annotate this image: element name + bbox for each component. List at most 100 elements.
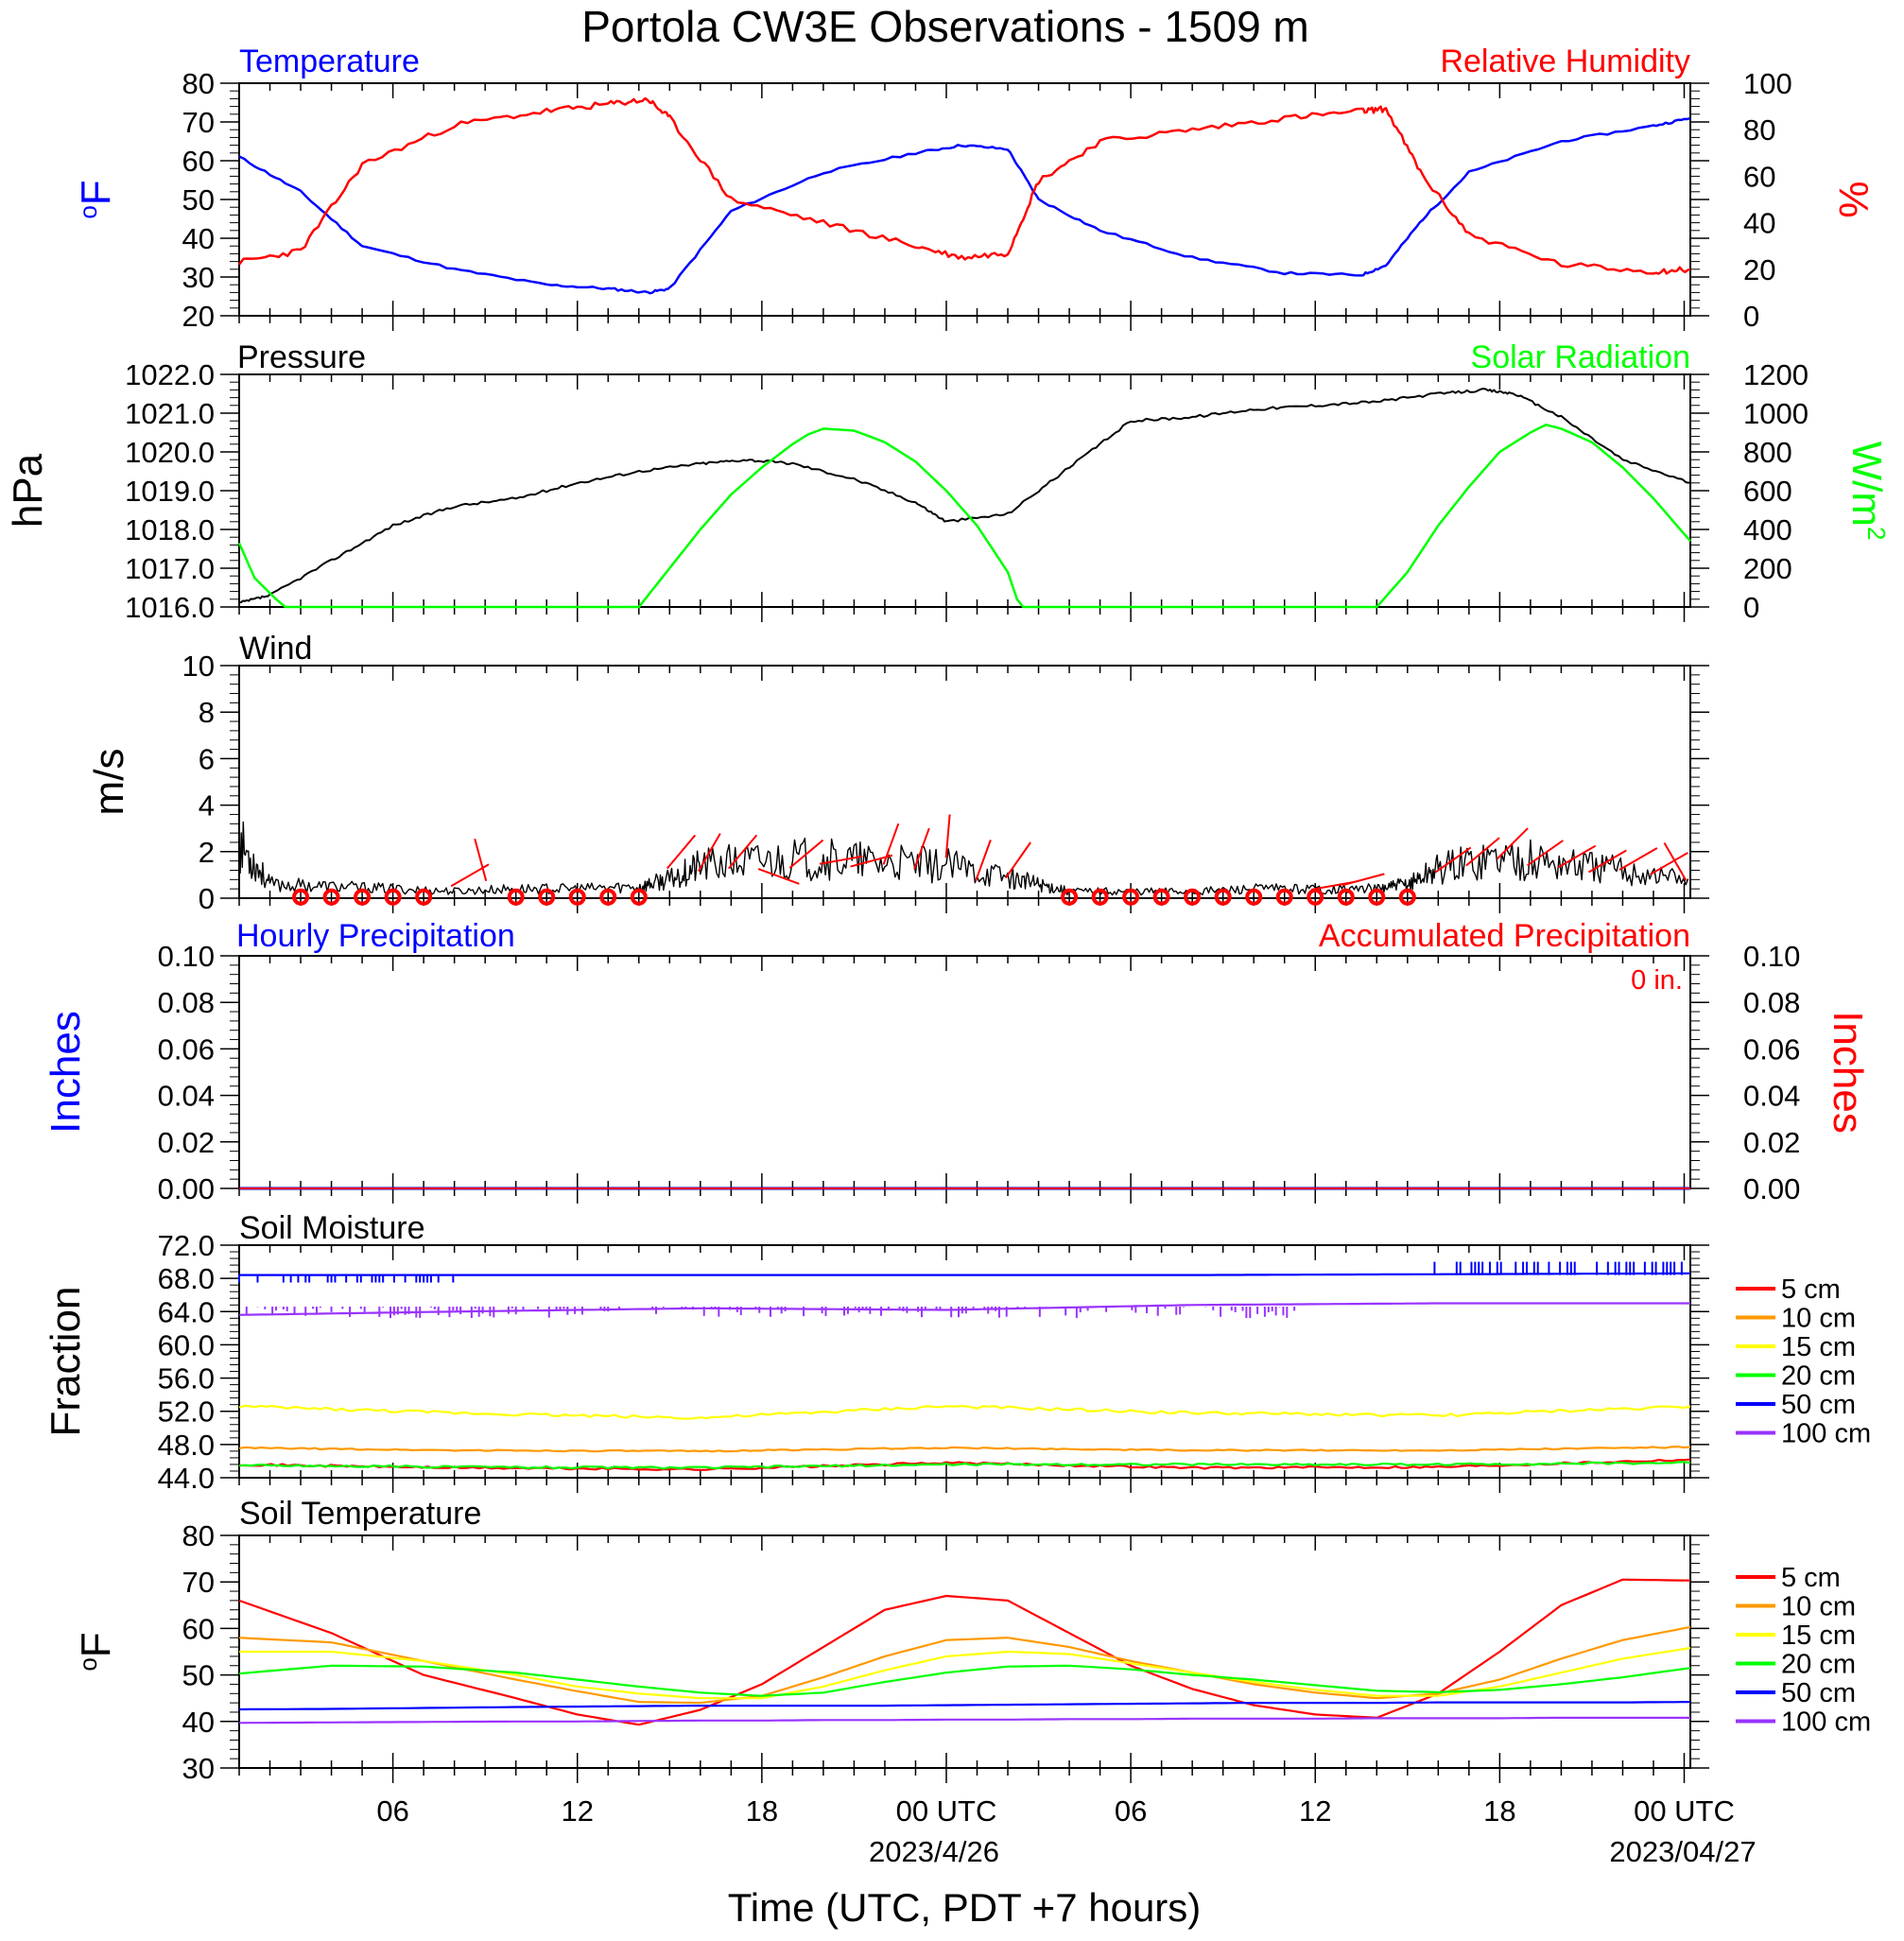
temp-y-label: 50 xyxy=(182,183,215,217)
wind-barb xyxy=(474,839,488,881)
calm-wind-marker xyxy=(384,888,402,906)
calm-wind-marker xyxy=(292,888,310,906)
soiltemp-y-label: 70 xyxy=(182,1566,215,1599)
legend-label: 5 cm xyxy=(1781,1274,1841,1305)
solar-y-label: 1000 xyxy=(1743,397,1809,430)
wind-barb xyxy=(666,834,697,870)
moisture-y-label: 60.0 xyxy=(158,1328,215,1361)
solar-radiation-line xyxy=(237,424,1691,609)
soil-temp-line-20cm xyxy=(238,1664,1691,1697)
degree-symbol-o: o xyxy=(74,205,102,218)
wind-y-label: 4 xyxy=(199,789,215,823)
wind-barb xyxy=(728,834,758,870)
panel-right-title: Accumulated Precipitation xyxy=(1319,918,1690,954)
pressure-y-label: 1018.0 xyxy=(125,513,215,546)
wind-barb xyxy=(882,823,900,865)
panel-soil-moisture: Soil Moisture Fraction xyxy=(43,1210,1691,1479)
panel-soil-temperature: Soil Temperature oF xyxy=(73,1496,1691,1769)
plot-frame xyxy=(238,665,1691,899)
wind-barb xyxy=(1618,847,1658,871)
calm-wind-marker xyxy=(630,888,648,906)
calm-wind-marker xyxy=(1245,888,1263,906)
calm-wind-marker xyxy=(1091,888,1109,906)
temp-y-label: 40 xyxy=(182,222,215,255)
solar-y-label: 800 xyxy=(1743,436,1792,469)
moisture-y-label: 48.0 xyxy=(158,1429,215,1462)
x-tick-label: 18 xyxy=(746,1794,778,1828)
panel-left-title: Pressure xyxy=(237,339,366,375)
pressure-y-label: 1019.0 xyxy=(125,475,215,508)
legend-label: 10 cm xyxy=(1781,1592,1856,1622)
legend-label: 10 cm xyxy=(1781,1304,1856,1334)
date-label-2: 2023/04/27 xyxy=(1609,1835,1756,1868)
x-tick-label: 18 xyxy=(1483,1794,1515,1828)
calm-wind-marker xyxy=(507,888,525,906)
figure-title: Portola CW3E Observations - 1509 m xyxy=(581,2,1309,51)
y-axis-label-left: m/s xyxy=(86,749,132,816)
wind-barb xyxy=(1341,873,1385,887)
wind-barb xyxy=(1004,841,1031,879)
calm-wind-marker xyxy=(354,888,372,906)
soil-moisture-line-5cm xyxy=(238,1458,1691,1471)
wind-barb xyxy=(1663,841,1688,881)
x-tick-label: 12 xyxy=(561,1794,593,1828)
soil-temp-line-100cm xyxy=(238,1716,1690,1724)
soil-moisture-line-50cm xyxy=(239,1272,1690,1276)
plot-frame xyxy=(238,373,1691,608)
pressure-y-label: 1016.0 xyxy=(125,591,215,624)
calm-wind-marker xyxy=(1307,888,1324,906)
soil-moisture-line-15cm xyxy=(238,1404,1691,1420)
soiltemp-y-label: 30 xyxy=(182,1752,215,1785)
wind-barb xyxy=(944,814,951,858)
pressure-line xyxy=(238,388,1691,604)
moisture-y-label: 56.0 xyxy=(158,1362,215,1395)
accumulated-total: 0 in. xyxy=(1631,965,1683,996)
moisture-y-label: 64.0 xyxy=(158,1295,215,1328)
y-axis-label-right: Inches xyxy=(1825,1011,1871,1134)
wind-barb xyxy=(1527,840,1564,867)
calm-wind-marker xyxy=(1184,888,1202,906)
humidity-line xyxy=(238,96,1691,275)
calm-wind-marker xyxy=(322,888,340,906)
x-axis-title: Time (UTC, PDT +7 hours) xyxy=(728,1885,1202,1930)
panel-left-title: Soil Moisture xyxy=(239,1210,425,1246)
accum-y-label: 0.04 xyxy=(1743,1080,1800,1113)
y-axis-label-left: Fraction xyxy=(43,1287,89,1437)
panel-right-title: Relative Humidity xyxy=(1440,43,1690,79)
rh-y-label: 20 xyxy=(1743,253,1775,286)
wind-barb xyxy=(1557,844,1597,869)
y-axis-label-left: oF xyxy=(73,1632,119,1671)
x-tick-label: 06 xyxy=(1115,1794,1147,1828)
plot-frame xyxy=(238,955,1691,1189)
legend-label: 50 cm xyxy=(1781,1390,1856,1420)
legend-label: 20 cm xyxy=(1781,1650,1856,1680)
pressure-y-label: 1017.0 xyxy=(125,552,215,585)
solar-y-label: 1200 xyxy=(1743,358,1809,391)
legend-label: 100 cm xyxy=(1781,1419,1871,1449)
calm-wind-marker xyxy=(1061,888,1079,906)
rh-y-label: 60 xyxy=(1743,160,1775,193)
precip-y-label: 0.08 xyxy=(158,986,215,1019)
precip-y-label: 0.00 xyxy=(158,1172,215,1205)
y-axis-label-left: oF xyxy=(73,180,119,218)
wind-barb xyxy=(1496,827,1529,860)
panel-left-title: Wind xyxy=(239,631,312,667)
accum-y-label: 0.00 xyxy=(1743,1172,1800,1205)
legend-label: 100 cm xyxy=(1781,1707,1871,1738)
plot-frame xyxy=(238,1534,1691,1769)
calm-wind-marker xyxy=(1368,888,1386,906)
rh-y-label: 0 xyxy=(1743,300,1759,333)
unit-letter: F xyxy=(73,1632,119,1657)
calm-wind-marker xyxy=(538,888,556,906)
solar-y-label: 200 xyxy=(1743,552,1792,585)
moisture-y-label: 44.0 xyxy=(158,1462,215,1495)
plot-frame xyxy=(238,1244,1691,1479)
wind-barb xyxy=(913,827,930,870)
calm-wind-marker xyxy=(1214,888,1232,906)
y-axis-label-left: Inches xyxy=(43,1011,89,1134)
precip-y-label: 0.10 xyxy=(158,940,215,973)
moisture-y-label: 52.0 xyxy=(158,1395,215,1429)
calm-wind-marker xyxy=(599,888,617,906)
pressure-y-label: 1021.0 xyxy=(125,397,215,430)
